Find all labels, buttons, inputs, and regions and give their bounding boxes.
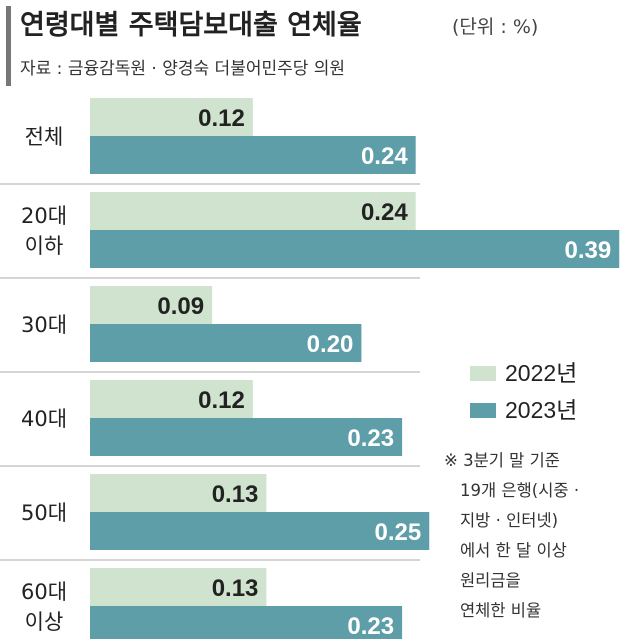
category-label: 이하 (25, 234, 64, 258)
legend-label-2023: 2023년 (505, 397, 577, 423)
note-line-5: 원리금을 (460, 571, 521, 590)
value-label: 0.09 (157, 293, 204, 320)
bar-2023 (90, 606, 403, 639)
bar-2023 (90, 136, 416, 174)
value-labels: 0.12 0.24 0.24 0.39 0.09 0.20 0.12 0.23 0.13 0.25… (157, 105, 611, 639)
bars (90, 98, 620, 639)
bar-2022 (90, 286, 213, 324)
footnote: ※ 3분기 말 기준 19개 은행(시중 · 지방 · 인터넷) 에서 한 달 … (444, 451, 579, 620)
legend-swatch-2023 (470, 403, 496, 418)
category-label: 50대 (21, 501, 67, 525)
category-label: 이상 (25, 610, 64, 634)
bar-2023 (90, 324, 362, 362)
category-label: 20대 (21, 204, 67, 228)
legend: 2022년 2023년 (470, 360, 577, 423)
note-line-1: ※ 3분기 말 기준 (444, 451, 560, 470)
unit-label: (단위 : %) (452, 16, 538, 38)
bar-2023 (90, 230, 620, 268)
value-label: 0.20 (307, 331, 354, 358)
source-text: 자료 : 금융감독원 · 양경숙 더불어민주당 의원 (20, 59, 345, 79)
value-label: 0.24 (361, 199, 408, 226)
note-line-2: 19개 은행(시중 · (460, 481, 579, 500)
note-line-4: 에서 한 달 이상 (460, 541, 567, 560)
legend-swatch-2022 (470, 366, 496, 381)
value-label: 0.23 (347, 613, 394, 639)
value-label: 0.13 (212, 481, 259, 508)
value-label: 0.25 (375, 519, 422, 546)
chart-title: 연령대별 주택담보대출 연체율 (20, 10, 362, 41)
bar-2022 (90, 192, 416, 230)
category-label: 60대 (21, 580, 67, 604)
bar-2022 (90, 98, 253, 136)
category-label: 40대 (21, 407, 67, 431)
title-accent-bar (6, 6, 11, 86)
legend-label-2022: 2022년 (505, 360, 577, 386)
bar-2023 (90, 418, 403, 456)
value-label: 0.39 (565, 237, 612, 264)
value-label: 0.24 (361, 143, 408, 170)
bar-2022 (90, 474, 267, 512)
bar-2022 (90, 568, 267, 606)
value-label: 0.23 (347, 425, 394, 452)
note-line-3: 지방 · 인터넷) (460, 511, 558, 530)
value-label: 0.13 (212, 575, 259, 602)
value-label: 0.12 (198, 387, 245, 414)
bar-2023 (90, 512, 430, 550)
bar-2022 (90, 380, 253, 418)
value-label: 0.12 (198, 105, 245, 132)
note-line-6: 연체한 비율 (460, 601, 541, 620)
row-separators (0, 183, 420, 561)
category-label: 전체 (25, 125, 64, 149)
category-label: 30대 (21, 313, 67, 337)
